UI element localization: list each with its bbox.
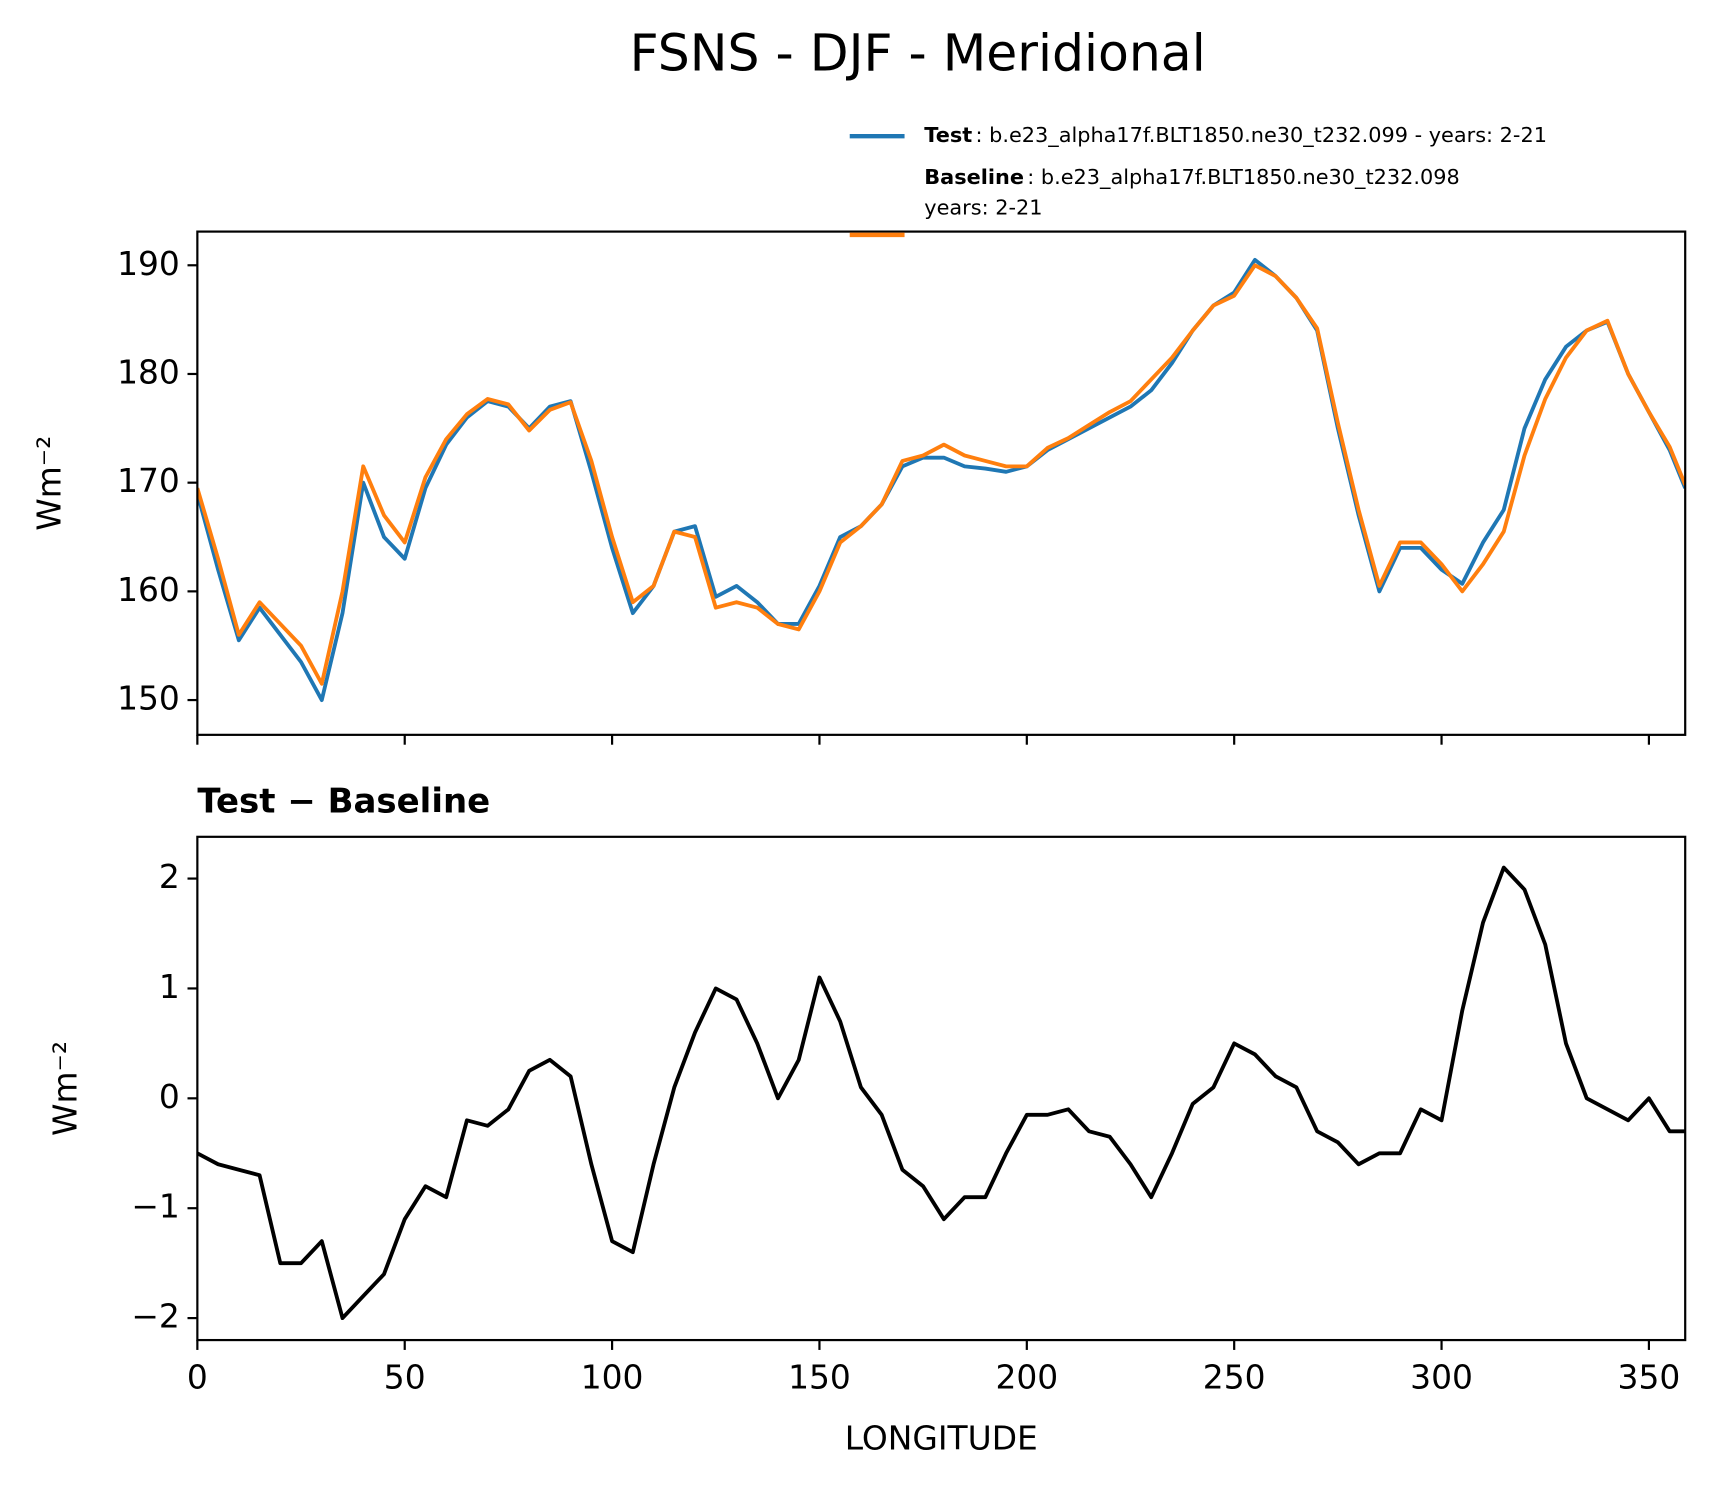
data-line (197, 263, 1686, 686)
y-tick-label: 150 (117, 679, 180, 718)
plot-area (197, 257, 1686, 702)
legend-name: Baseline (924, 165, 1024, 189)
y-tick-label: 190 (117, 244, 180, 283)
data-line (197, 865, 1686, 1321)
chart-title: FSNS - DJF - Meridional (630, 24, 1206, 83)
x-tick-label: 250 (1203, 1357, 1266, 1396)
data-line (197, 257, 1686, 702)
x-tick-label: 300 (1410, 1357, 1473, 1396)
y-tick-label: 2 (159, 857, 180, 896)
y-tick-label: 160 (117, 570, 180, 609)
legend-detail: years: 2-21 (924, 196, 1042, 220)
y-tick-label: 1 (159, 967, 180, 1006)
legend-name: Test (924, 123, 972, 147)
y-axis-label: Wm⁻² (29, 436, 68, 531)
x-tick-label: 0 (187, 1357, 208, 1396)
axes-frame (196, 230, 1687, 736)
y-axis-label: Wm⁻² (46, 1041, 85, 1136)
axes-frame (196, 835, 1687, 1342)
y-tick-label: 170 (117, 461, 180, 500)
legend-detail: : b.e23_alpha17f.BLT1850.ne30_t232.098 (1027, 165, 1460, 190)
x-tick-label: 150 (788, 1357, 851, 1396)
legend-detail: : b.e23_alpha17f.BLT1850.ne30_t232.099 -… (975, 123, 1546, 148)
legend-label: Baseline: b.e23_alpha17f.BLT1850.ne30_t2… (924, 165, 1459, 190)
x-tick-label: 200 (995, 1357, 1058, 1396)
y-tick-label: −2 (131, 1297, 179, 1336)
legend-label: Test: b.e23_alpha17f.BLT1850.ne30_t232.0… (924, 123, 1547, 148)
x-tick-label: 100 (581, 1357, 644, 1396)
subtitle: Test − Baseline (197, 782, 490, 822)
x-tick-label: 350 (1618, 1357, 1681, 1396)
plot-area (197, 865, 1686, 1321)
y-tick-label: 0 (159, 1077, 180, 1116)
y-tick-label: 180 (117, 352, 180, 391)
y-tick-label: −1 (131, 1187, 179, 1226)
x-tick-label: 50 (384, 1357, 426, 1396)
x-axis-label: LONGITUDE (845, 1419, 1038, 1458)
